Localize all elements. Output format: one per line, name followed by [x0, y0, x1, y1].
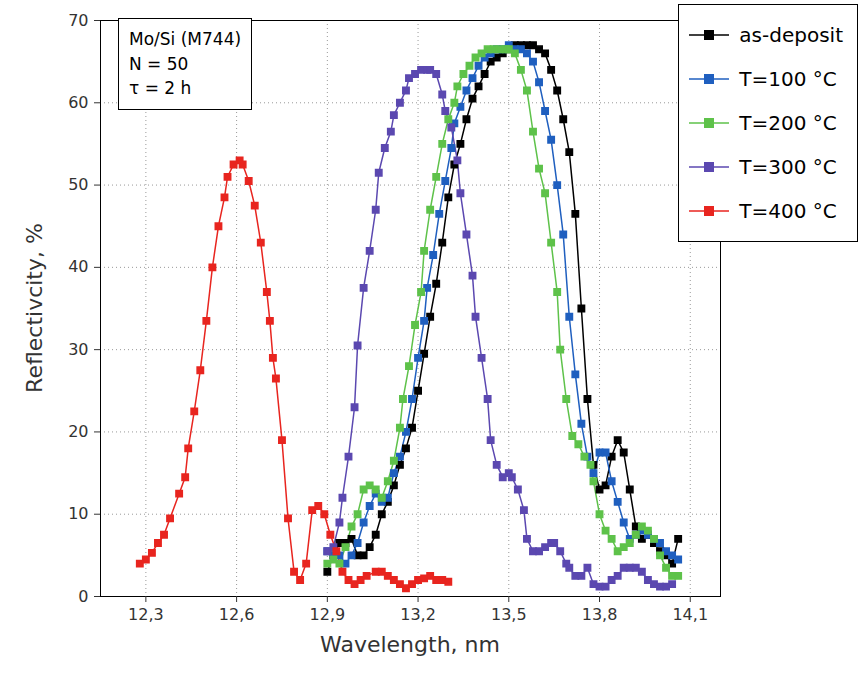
html-text:T=400 °C: T=400 °C [739, 199, 837, 223]
svg-text:50: 50 [68, 175, 88, 194]
svg-text:20: 20 [68, 422, 88, 441]
svg-text:40: 40 [68, 257, 88, 276]
svg-text:0: 0 [78, 587, 88, 606]
svg-text:12,6: 12,6 [219, 605, 255, 624]
svg-text:13,8: 13,8 [582, 605, 618, 624]
html-text:as-deposit: as-deposit [739, 23, 843, 47]
svg-text:13,2: 13,2 [400, 605, 436, 624]
svg-text:60: 60 [68, 93, 88, 112]
html-text:T=300 °C: T=300 °C [739, 155, 837, 179]
svg-text:30: 30 [68, 340, 88, 359]
html-text:T=200 °C: T=200 °C [739, 111, 837, 135]
svg-text:12,3: 12,3 [128, 605, 164, 624]
svg-text:14,1: 14,1 [672, 605, 708, 624]
html-text:Reflectivcity, %: Reflectivcity, % [21, 223, 47, 393]
html-text:T=100 °C: T=100 °C [739, 67, 837, 91]
html-text:N = 50: N = 50 [129, 53, 189, 74]
svg-text:70: 70 [68, 11, 88, 30]
html-text:τ = 2 h: τ = 2 h [129, 78, 192, 99]
html-text:Mo/Si (M744): Mo/Si (M744) [129, 29, 242, 49]
html-text:Wavelength, nm: Wavelength, nm [320, 632, 500, 657]
svg-text:13,5: 13,5 [491, 605, 527, 624]
svg-text:10: 10 [68, 504, 88, 523]
svg-text:12,9: 12,9 [310, 605, 346, 624]
